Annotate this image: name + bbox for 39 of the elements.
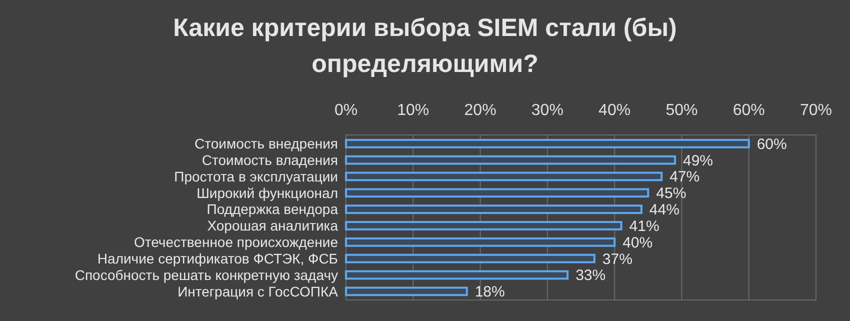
data-label: 49% <box>683 152 714 170</box>
data-label: 18% <box>474 284 505 301</box>
bar <box>345 286 468 296</box>
bar <box>345 188 650 198</box>
data-label: 37% <box>602 250 632 268</box>
y-tick-label: Широкий функционал <box>196 184 338 201</box>
bar <box>345 270 569 280</box>
bar <box>345 254 596 264</box>
data-label: 33% <box>576 267 606 284</box>
bar <box>345 155 676 165</box>
data-label: 60% <box>756 136 787 153</box>
x-tick-label: 30% <box>531 102 564 119</box>
chart-title: Какие критерии выбора SIEM стали (бы) определяющими? <box>173 14 677 78</box>
x-tick-label: 50% <box>666 102 698 119</box>
x-tick-label: 40% <box>598 102 631 119</box>
x-tick-label: 60% <box>732 102 765 119</box>
y-tick-label: Простота в эксплуатации <box>174 168 338 184</box>
bar <box>345 204 642 214</box>
data-label: 47% <box>670 168 700 186</box>
y-tick-label: Поддержка вендора <box>206 201 338 218</box>
y-tick-label: Способность решать конкретную задачу <box>74 266 338 283</box>
data-label: 40% <box>622 234 653 252</box>
x-tick-label: 70% <box>800 102 832 119</box>
bar <box>345 172 663 182</box>
bar <box>345 221 622 230</box>
data-label: 41% <box>629 218 660 235</box>
x-tick-label: 10% <box>397 102 430 119</box>
x-tick-label: 20% <box>464 102 496 119</box>
y-tick-label: Отечественное происхождение <box>134 234 338 250</box>
bar <box>345 138 750 148</box>
bar <box>345 237 616 247</box>
y-tick-label: Хорошая аналитика <box>207 218 338 234</box>
y-tick-label: Стоимость внедрения <box>194 136 338 152</box>
y-tick-label: Стоимость владения <box>202 152 338 168</box>
data-label: 45% <box>656 185 686 202</box>
x-tick-label: 0% <box>334 102 358 119</box>
y-tick-label: Интеграция с ГосСОПКА <box>178 283 339 300</box>
data-label: 44% <box>649 202 680 219</box>
y-tick-label: Наличие сертификатов ФСТЭК, ФСБ <box>97 250 338 266</box>
